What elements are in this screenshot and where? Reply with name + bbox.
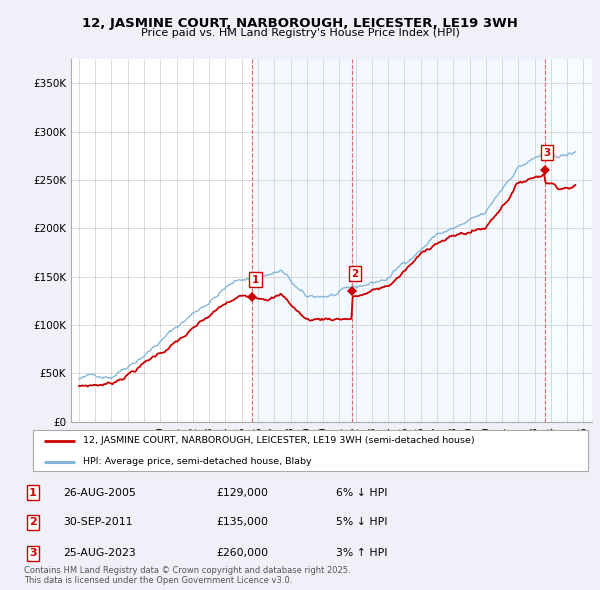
- Text: Contains HM Land Registry data © Crown copyright and database right 2025.
This d: Contains HM Land Registry data © Crown c…: [24, 566, 350, 585]
- Text: 12, JASMINE COURT, NARBOROUGH, LEICESTER, LE19 3WH: 12, JASMINE COURT, NARBOROUGH, LEICESTER…: [82, 17, 518, 30]
- Text: £260,000: £260,000: [216, 549, 268, 558]
- Text: 1: 1: [29, 488, 37, 497]
- Text: 30-SEP-2011: 30-SEP-2011: [63, 517, 133, 527]
- Text: 1: 1: [252, 274, 259, 284]
- Text: Price paid vs. HM Land Registry's House Price Index (HPI): Price paid vs. HM Land Registry's House …: [140, 28, 460, 38]
- Bar: [545, 59, 592, 422]
- Text: 5% ↓ HPI: 5% ↓ HPI: [336, 517, 388, 527]
- Text: 6% ↓ HPI: 6% ↓ HPI: [336, 488, 388, 497]
- Text: HPI: Average price, semi-detached house, Blaby: HPI: Average price, semi-detached house,…: [83, 457, 311, 466]
- Text: £129,000: £129,000: [216, 488, 268, 497]
- Text: 3: 3: [29, 549, 37, 558]
- Text: 2: 2: [29, 517, 37, 527]
- Text: £135,000: £135,000: [216, 517, 268, 527]
- Text: 3% ↑ HPI: 3% ↑ HPI: [336, 549, 388, 558]
- Text: 2: 2: [351, 269, 358, 279]
- Text: 3: 3: [543, 148, 550, 158]
- Text: 25-AUG-2023: 25-AUG-2023: [63, 549, 136, 558]
- Bar: [352, 59, 545, 422]
- Text: 26-AUG-2005: 26-AUG-2005: [63, 488, 136, 497]
- Text: 12, JASMINE COURT, NARBOROUGH, LEICESTER, LE19 3WH (semi-detached house): 12, JASMINE COURT, NARBOROUGH, LEICESTER…: [83, 436, 475, 445]
- Bar: [252, 59, 352, 422]
